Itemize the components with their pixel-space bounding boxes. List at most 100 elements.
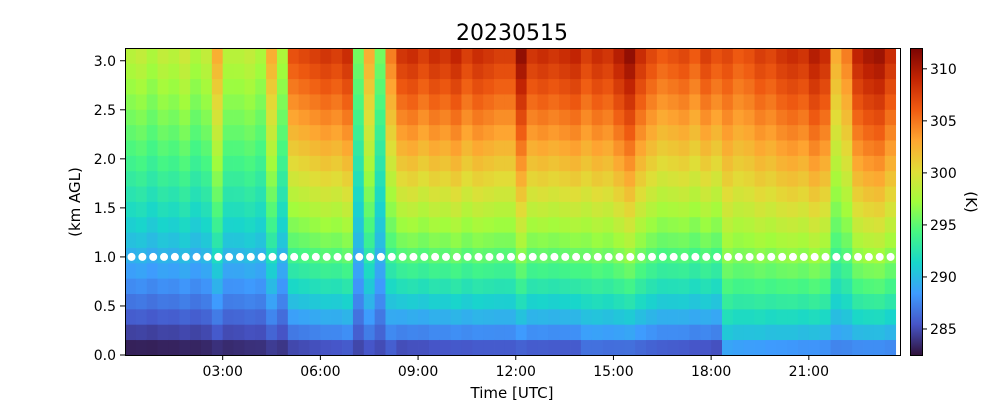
heatmap-cell [374,78,386,95]
heatmap-cell [190,94,202,110]
overlay-dot [680,252,689,261]
heatmap-cell [646,170,658,187]
heatmap-cell [711,78,723,95]
heatmap-cell [548,201,560,218]
heatmap-cell [667,94,679,110]
heatmap-cell [526,186,538,202]
heatmap-cell [439,324,452,341]
heatmap-cell [450,48,462,64]
heatmap-cell [580,155,593,172]
heatmap-cell [819,109,831,126]
heatmap-cell [233,278,245,294]
heatmap-cell [808,262,821,279]
heatmap-cell [483,308,495,325]
heatmap-cell [656,78,669,95]
heatmap-cell [884,339,897,356]
heatmap-cell [287,94,300,110]
heatmap-cell [385,201,397,218]
heatmap-cell [873,155,886,172]
heatmap-cell [342,94,354,110]
heatmap-cell [841,63,853,80]
heatmap-cell [765,186,777,202]
heatmap-cell [873,262,886,279]
overlay-dot [301,252,310,261]
heatmap-cell [146,124,158,141]
heatmap-cell [776,186,788,202]
heatmap-cell [787,94,799,110]
heatmap-cell [211,339,224,356]
heatmap-cell [776,109,788,126]
overlay-dot [593,252,602,261]
heatmap-cell [428,170,441,187]
heatmap-cell [537,278,549,294]
heatmap-cell [244,170,256,187]
heatmap-cell [135,155,148,172]
heatmap-cell [863,140,875,156]
heatmap-cell [472,308,484,325]
heatmap-cell [461,63,473,80]
heatmap-cell [385,232,397,248]
heatmap-cell [548,78,560,95]
heatmap-cell [635,94,647,110]
heatmap-cell [200,339,213,356]
heatmap-cell [461,109,473,126]
heatmap-cell [537,48,549,64]
heatmap-cell [667,140,679,156]
overlay-dot [778,252,787,261]
heatmap-cell [504,201,517,218]
heatmap-cell [830,170,842,187]
heatmap-cell [580,48,593,64]
heatmap-cell [591,63,603,80]
heatmap-cell [646,78,658,95]
heatmap-cell [591,94,603,110]
heatmap-cell [396,124,408,141]
heatmap-cell [873,124,886,141]
heatmap-cell [385,308,397,325]
heatmap-cell [342,308,354,325]
heatmap-cell [200,78,213,95]
heatmap-cell [483,278,495,294]
heatmap-cell [863,186,875,202]
heatmap-cell [418,339,430,356]
heatmap-cell [428,324,441,341]
heatmap-cell [852,278,864,294]
heatmap-cell [385,339,397,356]
heatmap-cell [125,324,137,341]
heatmap-cell [873,78,886,95]
heatmap-cell [808,201,821,218]
heatmap-cell [754,232,766,248]
heatmap-cell [309,293,321,310]
heatmap-cell [439,278,452,294]
heatmap-cell [841,201,853,218]
heatmap-cell [461,278,473,294]
heatmap-cell [548,109,560,126]
heatmap-cell [559,201,571,218]
heatmap-cell [385,109,397,126]
colorbar-tick-label: 295 [930,218,957,234]
heatmap-cell [418,170,430,187]
heatmap-cell [472,140,484,156]
heatmap-cell [787,140,799,156]
heatmap-cell [200,278,213,294]
heatmap-cell [363,293,376,310]
heatmap-cell [461,124,473,141]
heatmap-cell [255,109,267,126]
heatmap-cell [396,170,408,187]
heatmap-cell [407,232,419,248]
heatmap-cell [211,94,224,110]
heatmap-cell [320,232,332,248]
heatmap-cell [548,124,560,141]
heatmap-cell [483,186,495,202]
heatmap-cell [266,232,278,248]
heatmap-cell [646,140,658,156]
heatmap-cell [374,262,386,279]
overlay-dot [344,252,353,261]
heatmap-cell [754,186,766,202]
heatmap-cell [125,140,137,156]
heatmap-cell [396,293,408,310]
heatmap-cell [233,201,245,218]
heatmap-cell [700,262,712,279]
heatmap-cell [743,278,755,294]
heatmap-cell [765,94,777,110]
heatmap-cell [754,308,766,325]
